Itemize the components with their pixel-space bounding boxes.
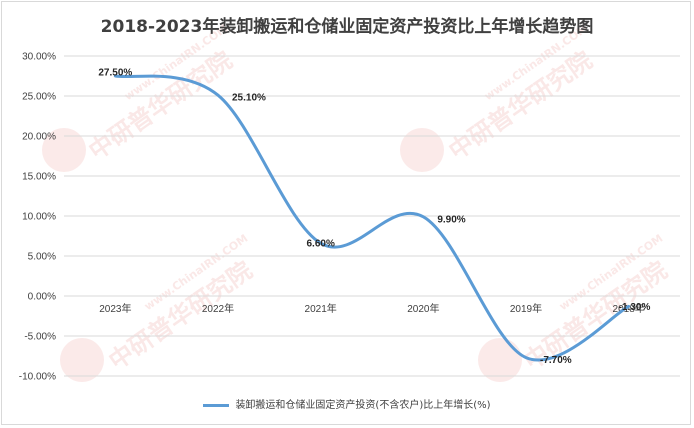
x-tick-label: 2023年	[99, 302, 131, 315]
chart-title: 2018-2023年装卸搬运和仓储业固定资产投资比上年增长趋势图	[100, 17, 594, 37]
series-line	[113, 74, 631, 362]
y-tick-label: 5.00%	[28, 252, 56, 263]
x-tick-label: 2019年	[510, 302, 542, 315]
watermark-logo-icon	[42, 128, 86, 172]
x-tick-label: 2022年	[202, 302, 234, 315]
x-tick-label: 2020年	[407, 302, 439, 315]
y-tick-label: 20.00%	[22, 132, 56, 143]
y-tick-label: -5.00%	[24, 332, 56, 343]
y-tick-label: 25.00%	[22, 92, 56, 103]
y-tick-label: 15.00%	[22, 172, 56, 183]
y-tick-label: 0.00%	[28, 292, 56, 303]
series-lines	[113, 74, 631, 362]
data-labels: 27.50% 25.10% 6.60% 9.90% -7.70% -1.30%	[98, 68, 650, 367]
data-label: 9.90%	[437, 214, 465, 225]
legend-swatch	[203, 403, 230, 407]
data-label: 6.60%	[306, 239, 334, 250]
y-tick-label: 10.00%	[22, 212, 56, 223]
data-label: -1.30%	[619, 302, 651, 313]
watermark-logo-icon	[478, 338, 522, 382]
watermark-logo-icon	[400, 128, 444, 172]
y-tick-label: -10.00%	[19, 372, 56, 383]
x-axis-ticks: 2023年 2022年 2021年 2020年 2019年 2018年	[99, 302, 645, 315]
watermark-logo-icon	[60, 338, 104, 382]
x-tick-label: 2021年	[305, 302, 337, 315]
data-label: 27.50%	[98, 68, 132, 79]
gridlines	[64, 55, 680, 377]
data-label: -7.70%	[540, 355, 572, 366]
y-tick-label: 30.00%	[22, 52, 56, 63]
legend-label: 装卸搬运和仓储业固定资产投资(不含农户)比上年增长(%)	[235, 400, 491, 411]
data-label: 25.10%	[232, 93, 266, 104]
y-axis-ticks: -10.00% -5.00% 0.00% 5.00% 10.00% 15.00% 20.00…	[19, 52, 56, 383]
legend: 装卸搬运和仓储业固定资产投资(不含农户)比上年增长(%)	[0, 396, 694, 411]
